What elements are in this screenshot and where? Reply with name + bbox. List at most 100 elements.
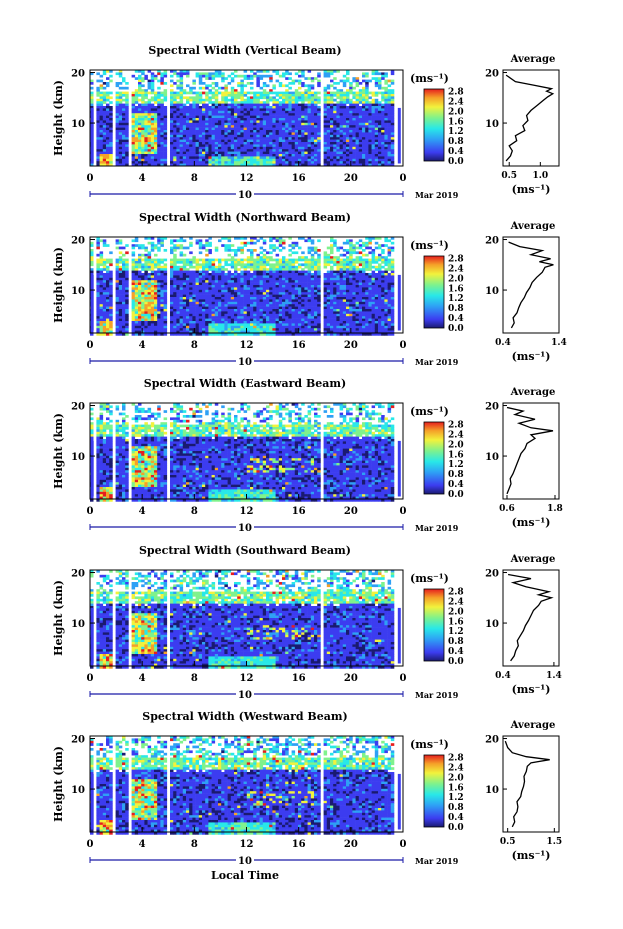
data-strip (397, 773, 401, 830)
average-profile-line (508, 241, 554, 329)
colorbar-tick-label: 2.4 (448, 763, 464, 773)
colorbar (423, 88, 445, 162)
data-strip (397, 440, 401, 497)
average-profile-line (505, 74, 555, 162)
average-x-tick-label: 0.4 (495, 338, 511, 348)
y-tick-label: 20 (71, 402, 85, 413)
x-tick-label: 20 (344, 839, 358, 850)
x-tick-label: 12 (240, 173, 254, 184)
average-y-tick-label: 10 (485, 119, 499, 130)
x-tick-label: 16 (292, 506, 306, 517)
panel-title: Spectral Width (Vertical Beam) (148, 44, 341, 57)
x-tick-label: 12 (240, 506, 254, 517)
date-day-label: 10 (238, 690, 252, 701)
colorbar-tick-label: 0.0 (448, 157, 464, 167)
colorbar (423, 588, 445, 662)
date-day-bg (236, 521, 254, 532)
average-x-tick-label: 0.5 (500, 837, 516, 847)
x-tick-label: 0 (87, 673, 94, 684)
average-x-tick-label: 0.6 (499, 504, 515, 514)
panel-title: Spectral Width (Westward Beam) (142, 710, 347, 723)
colorbar-unit: (ms⁻¹) (410, 572, 449, 585)
y-tick-label: 10 (71, 619, 85, 630)
average-x-tick-label: 1.5 (546, 837, 562, 847)
x-tick-label: 0 (400, 506, 407, 517)
colorbar-tick-label: 0.8 (448, 137, 464, 147)
spectral-width-heatmap (90, 70, 401, 167)
average-y-tick-label: 10 (485, 452, 499, 463)
average-title: Average (510, 387, 556, 398)
colorbar-tick-label: 0.4 (448, 147, 464, 157)
y-tick-label: 20 (71, 236, 85, 247)
colorbar-tick-label: 1.2 (448, 294, 464, 304)
colorbar-tick-label: 2.8 (448, 254, 464, 264)
colorbar-tick-label: 0.4 (448, 314, 464, 324)
colorbar-tick-label: 0.4 (448, 480, 464, 490)
average-y-tick-label: 20 (485, 236, 499, 247)
colorbar-tick-label: 1.6 (448, 284, 464, 294)
colorbar-tick-label: 1.6 (448, 617, 464, 627)
x-tick-label: 0 (400, 173, 407, 184)
data-strip (90, 440, 94, 497)
y-tick-label: 10 (71, 452, 85, 463)
y-tick-label: 10 (71, 785, 85, 796)
date-day-label: 10 (238, 357, 252, 368)
x-tick-label: 20 (344, 173, 358, 184)
x-tick-label: 16 (292, 673, 306, 684)
date-day-label: 10 (238, 523, 252, 534)
beam-panel: Spectral Width (Northward Beam) 20 10 Heigh… (52, 211, 567, 368)
x-tick-label: 8 (191, 340, 198, 351)
average-y-tick-label: 10 (485, 619, 499, 630)
colorbar-tick-label: 0.8 (448, 803, 464, 813)
colorbar-tick-label: 2.4 (448, 430, 464, 440)
date-day-bg (236, 854, 254, 865)
date-label: Mar 2019 (415, 690, 459, 700)
colorbar-unit: (ms⁻¹) (410, 72, 449, 85)
x-tick-label: 4 (139, 506, 146, 517)
date-label: Mar 2019 (415, 357, 459, 367)
average-unit: (ms⁻¹) (512, 683, 551, 696)
average-x-tick-label: 1.8 (547, 504, 563, 514)
colorbar-tick-label: 1.2 (448, 127, 464, 137)
x-tick-label: 20 (344, 506, 358, 517)
colorbar-unit: (ms⁻¹) (410, 405, 449, 418)
x-tick-label: 12 (240, 340, 254, 351)
spectral-width-heatmap (90, 403, 401, 502)
colorbar-tick-label: 2.0 (448, 107, 464, 117)
colorbar-tick-label: 2.0 (448, 274, 464, 284)
x-tick-label: 0 (400, 673, 407, 684)
x-tick-label: 4 (139, 673, 146, 684)
colorbar-tick-label: 1.2 (448, 793, 464, 803)
average-y-tick-label: 20 (485, 569, 499, 580)
average-y-tick-label: 20 (485, 402, 499, 413)
average-frame (502, 236, 560, 334)
beam-panel: Spectral Width (Eastward Beam) 20 10 Height… (52, 377, 563, 534)
colorbar-tick-label: 2.8 (448, 87, 464, 97)
colorbar-tick-label: 0.8 (448, 470, 464, 480)
average-x-tick-label: 1.4 (546, 671, 562, 681)
x-tick-label: 4 (139, 839, 146, 850)
average-y-tick-label: 20 (485, 735, 499, 746)
date-day-label: 10 (238, 190, 252, 201)
colorbar-tick-label: 1.2 (448, 627, 464, 637)
colorbar-unit: (ms⁻¹) (410, 738, 449, 751)
colorbar-tick-label: 1.6 (448, 783, 464, 793)
average-unit: (ms⁻¹) (512, 350, 551, 363)
average-frame (502, 569, 560, 667)
y-axis-label: Height (km) (52, 580, 65, 656)
date-label: Mar 2019 (415, 856, 459, 866)
y-axis-label: Height (km) (52, 247, 65, 323)
average-profile-line (507, 573, 554, 662)
average-profile-line (506, 406, 554, 495)
y-tick-label: 10 (71, 286, 85, 297)
average-y-tick-label: 10 (485, 286, 499, 297)
date-day-label: 10 (238, 856, 252, 867)
average-x-tick-label: 1.4 (551, 338, 567, 348)
colorbar (423, 255, 445, 329)
average-title: Average (510, 221, 556, 232)
colorbar-tick-label: 0.0 (448, 823, 464, 833)
data-strip (90, 607, 94, 664)
average-profile-line (504, 740, 550, 828)
colorbar-unit: (ms⁻¹) (410, 239, 449, 252)
x-tick-label: 20 (344, 673, 358, 684)
